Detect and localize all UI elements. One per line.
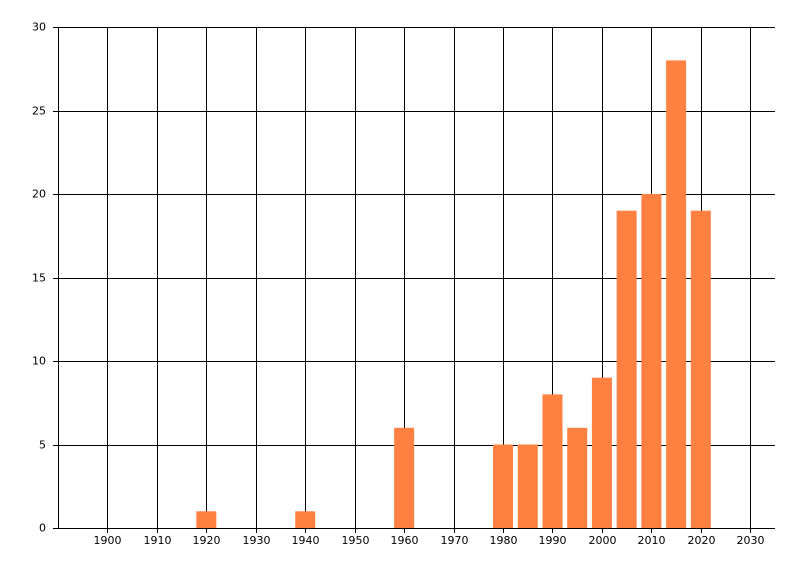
bar bbox=[394, 427, 415, 528]
bar bbox=[196, 511, 217, 528]
x-tick-label: 1980 bbox=[490, 534, 518, 547]
x-tick-label: 1940 bbox=[292, 534, 320, 547]
y-tick-label: 5 bbox=[39, 439, 46, 452]
bar bbox=[616, 210, 637, 528]
bar bbox=[641, 194, 662, 528]
bar bbox=[591, 377, 612, 528]
x-tick-label: 2030 bbox=[737, 534, 765, 547]
x-tick-label: 1920 bbox=[193, 534, 221, 547]
bar bbox=[295, 511, 316, 528]
y-tick-label: 20 bbox=[32, 188, 46, 201]
y-tick-label: 25 bbox=[32, 105, 46, 118]
bar bbox=[493, 444, 514, 528]
x-tick-label: 1990 bbox=[539, 534, 567, 547]
y-tick-label: 0 bbox=[39, 522, 46, 535]
x-tick-label: 1970 bbox=[441, 534, 469, 547]
bar bbox=[567, 427, 588, 528]
x-tick-label: 2010 bbox=[638, 534, 666, 547]
y-tick-label: 15 bbox=[32, 272, 46, 285]
y-tick-label: 10 bbox=[32, 355, 46, 368]
bar bbox=[690, 210, 711, 528]
bar bbox=[542, 394, 563, 528]
y-tick-label: 30 bbox=[32, 21, 46, 34]
x-tick-label: 1950 bbox=[342, 534, 370, 547]
bar bbox=[517, 444, 538, 528]
x-tick-label: 1930 bbox=[243, 534, 271, 547]
x-tick-label: 1960 bbox=[391, 534, 419, 547]
x-tick-label: 2020 bbox=[688, 534, 716, 547]
x-tick-label: 2000 bbox=[589, 534, 617, 547]
x-tick-label: 1900 bbox=[94, 534, 122, 547]
x-tick-label: 1910 bbox=[144, 534, 172, 547]
bar bbox=[666, 60, 687, 529]
